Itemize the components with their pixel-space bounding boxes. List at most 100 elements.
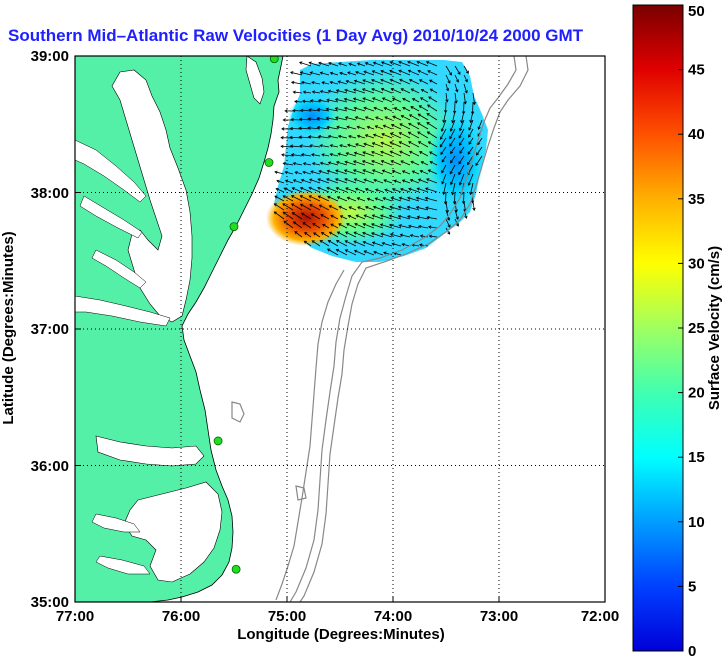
velocity-arrow <box>402 179 411 184</box>
velocity-arrowhead <box>380 205 385 209</box>
velocity-arrowhead <box>427 104 431 108</box>
velocity-arrowhead <box>469 119 473 124</box>
velocity-arrowhead <box>458 161 462 165</box>
velocity-arrow <box>407 215 420 220</box>
velocity-arrow <box>285 171 294 175</box>
velocity-arrow <box>355 71 366 76</box>
velocity-arrowhead <box>429 160 433 164</box>
velocity-arrow <box>335 170 348 175</box>
velocity-arrowhead <box>381 97 386 101</box>
velocity-arrow <box>391 197 402 202</box>
velocity-arrowhead <box>390 196 394 200</box>
velocity-arrowhead <box>467 182 471 186</box>
velocity-arrowhead <box>361 160 366 164</box>
velocity-arrow <box>430 88 438 94</box>
velocity-arrow <box>338 62 348 67</box>
velocity-arrow <box>427 70 438 76</box>
velocity-arrowhead <box>334 178 339 182</box>
velocity-arrowhead <box>329 152 333 157</box>
velocity-arrow <box>299 118 312 121</box>
velocity-arrow <box>300 187 312 193</box>
velocity-arrowhead <box>300 108 304 112</box>
velocity-arrowhead <box>384 116 388 120</box>
velocity-arrowhead <box>445 88 450 92</box>
contour-line <box>231 401 245 423</box>
velocity-arrowhead <box>455 79 459 83</box>
velocity-arrowhead <box>344 231 349 235</box>
velocity-arrow <box>353 169 366 175</box>
velocity-arrowhead <box>389 61 393 65</box>
velocity-arrowhead <box>400 114 404 118</box>
colorbar-tick-label: 45 <box>688 62 705 79</box>
velocity-arrow <box>372 97 384 103</box>
velocity-arrow <box>472 200 475 211</box>
velocity-arrow <box>274 203 285 211</box>
velocity-arrowhead <box>289 135 293 140</box>
velocity-arrowhead <box>344 116 349 120</box>
velocity-arrow <box>363 143 375 148</box>
velocity-arrow <box>282 195 294 202</box>
velocity-arrow <box>425 207 438 211</box>
velocity-arrowhead <box>330 223 334 227</box>
velocity-arrowhead <box>399 150 403 154</box>
velocity-arrow <box>337 196 348 202</box>
velocity-arrow <box>308 195 321 202</box>
velocity-arrowhead <box>317 134 322 139</box>
velocity-arrowhead <box>304 232 308 236</box>
velocity-arrowhead <box>284 109 288 113</box>
velocity-arrow <box>362 160 375 166</box>
velocity-arrowhead <box>445 99 449 103</box>
velocity-arrowhead <box>363 214 367 218</box>
velocity-arrowhead <box>398 132 402 136</box>
velocity-arrow <box>348 63 357 67</box>
velocity-arrowhead <box>407 215 411 219</box>
velocity-arrow <box>450 146 456 154</box>
velocity-arrowhead <box>371 214 376 218</box>
velocity-arrow <box>445 83 449 91</box>
velocity-arrowhead <box>326 169 330 173</box>
velocity-arrow <box>399 141 411 148</box>
velocity-arrowhead <box>299 203 304 207</box>
x-tick-label: 76:00 <box>162 608 200 625</box>
velocity-arrow <box>336 126 348 130</box>
velocity-arrow <box>408 141 420 148</box>
velocity-arrow <box>375 116 384 121</box>
velocity-arrow <box>363 71 375 76</box>
velocity-arrowhead <box>366 197 371 201</box>
velocity-arrowhead <box>311 162 316 166</box>
velocity-arrow <box>355 116 366 121</box>
velocity-arrowhead <box>343 97 348 101</box>
velocity-arrow <box>410 179 420 184</box>
velocity-arrowhead <box>389 233 394 237</box>
velocity-arrow <box>363 241 375 247</box>
velocity-arrow <box>354 107 366 112</box>
velocity-arrow <box>362 169 375 175</box>
velocity-arrowhead <box>460 120 464 124</box>
velocity-arrow <box>365 62 375 67</box>
velocity-arrow <box>357 135 366 139</box>
velocity-arrow <box>276 180 285 184</box>
velocity-arrow <box>389 206 402 211</box>
velocity-arrowhead <box>399 78 403 82</box>
velocity-arrowhead <box>464 79 468 83</box>
velocity-arrow <box>463 200 466 212</box>
velocity-arrow <box>367 198 375 202</box>
velocity-arrowhead <box>411 170 415 174</box>
velocity-arrow <box>454 83 458 92</box>
x-tick-label: 75:00 <box>268 608 306 625</box>
velocity-arrow <box>329 231 339 238</box>
velocity-high-region <box>266 190 346 246</box>
velocity-arrow <box>417 216 429 220</box>
velocity-arrow <box>346 80 357 85</box>
velocity-arrow <box>326 117 339 121</box>
velocity-arrowhead <box>363 250 367 254</box>
velocity-arrowhead <box>326 248 331 252</box>
velocity-arrow <box>345 187 357 193</box>
velocity-arrow <box>449 137 456 147</box>
velocity-arrow <box>309 179 321 184</box>
velocity-arrow <box>330 81 339 85</box>
velocity-arrow <box>427 131 438 139</box>
velocity-arrowhead <box>362 169 366 173</box>
velocity-arrow <box>429 151 438 157</box>
velocity-arrow <box>445 209 450 221</box>
